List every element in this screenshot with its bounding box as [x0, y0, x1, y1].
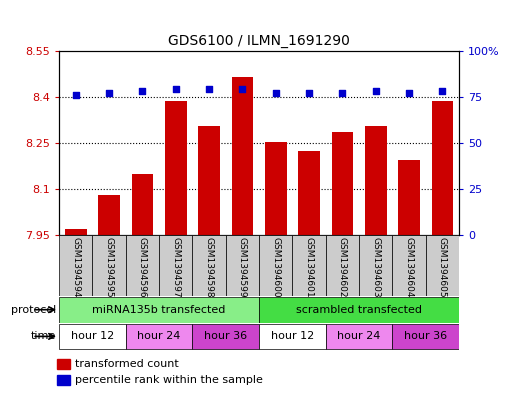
Bar [126, 323, 192, 349]
Bar [298, 151, 320, 235]
Bar [165, 101, 187, 235]
Bar [57, 359, 70, 369]
Bar [59, 297, 259, 323]
Point [71, 92, 80, 98]
Bar [59, 235, 92, 296]
Bar [92, 235, 126, 296]
Text: GSM1394597: GSM1394597 [171, 237, 180, 298]
Bar [392, 235, 426, 296]
Bar [326, 235, 359, 296]
Bar [431, 101, 453, 235]
Bar [57, 375, 70, 385]
Point [105, 90, 113, 96]
Bar [126, 235, 159, 296]
Text: miRNA135b transfected: miRNA135b transfected [92, 305, 226, 315]
Point [138, 88, 146, 94]
Text: GSM1394603: GSM1394603 [371, 237, 380, 298]
Text: GSM1394605: GSM1394605 [438, 237, 447, 298]
Text: GSM1394598: GSM1394598 [205, 237, 213, 298]
Text: hour 24: hour 24 [137, 331, 181, 342]
Bar [198, 126, 220, 235]
Text: hour 12: hour 12 [271, 331, 314, 342]
Text: transformed count: transformed count [74, 358, 179, 369]
Point [305, 90, 313, 96]
Bar [426, 235, 459, 296]
Text: scrambled transfected: scrambled transfected [296, 305, 422, 315]
Bar [292, 235, 326, 296]
Point [271, 90, 280, 96]
Point [238, 86, 246, 93]
Bar [359, 235, 392, 296]
Bar [98, 195, 120, 235]
Text: GSM1394595: GSM1394595 [105, 237, 113, 298]
Bar [131, 174, 153, 235]
Text: hour 24: hour 24 [338, 331, 381, 342]
Point [371, 88, 380, 94]
Text: time: time [31, 331, 56, 342]
Bar [398, 160, 420, 235]
Text: GSM1394594: GSM1394594 [71, 237, 80, 298]
Text: hour 12: hour 12 [71, 331, 114, 342]
Text: GSM1394602: GSM1394602 [338, 237, 347, 298]
Bar [226, 235, 259, 296]
Bar [259, 323, 326, 349]
Point [205, 86, 213, 93]
Text: protocol: protocol [11, 305, 56, 315]
Point [338, 90, 346, 96]
Bar [259, 297, 459, 323]
Point [438, 88, 446, 94]
Bar [159, 235, 192, 296]
Title: GDS6100 / ILMN_1691290: GDS6100 / ILMN_1691290 [168, 34, 350, 48]
Text: GSM1394604: GSM1394604 [405, 237, 413, 298]
Bar [326, 323, 392, 349]
Text: GSM1394600: GSM1394600 [271, 237, 280, 298]
Text: GSM1394596: GSM1394596 [138, 237, 147, 298]
Text: percentile rank within the sample: percentile rank within the sample [74, 375, 263, 385]
Bar [365, 126, 387, 235]
Text: GSM1394599: GSM1394599 [238, 237, 247, 298]
Bar [59, 323, 126, 349]
Point [405, 90, 413, 96]
Bar [259, 235, 292, 296]
Bar [192, 235, 226, 296]
Point [171, 86, 180, 93]
Text: hour 36: hour 36 [404, 331, 447, 342]
Bar [392, 323, 459, 349]
Bar [192, 323, 259, 349]
Bar [331, 132, 353, 235]
Bar [265, 141, 287, 235]
Text: hour 36: hour 36 [204, 331, 247, 342]
Text: GSM1394601: GSM1394601 [305, 237, 313, 298]
Bar [231, 77, 253, 235]
Bar [65, 229, 87, 235]
